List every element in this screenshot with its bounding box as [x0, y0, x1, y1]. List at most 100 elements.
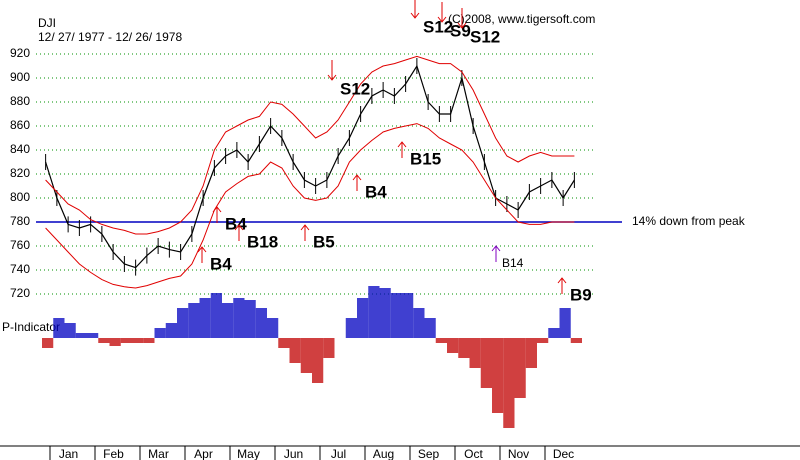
y-tick-label: 720 [10, 286, 30, 300]
indicator-bar [120, 338, 132, 343]
signal-arrow [491, 245, 501, 262]
signal-arrow [212, 206, 222, 223]
indicator-bar [447, 338, 459, 353]
indicator-bar [402, 293, 414, 338]
indicator-bar [98, 338, 110, 343]
y-tick-label: 780 [10, 214, 30, 228]
signal-arrow [327, 60, 337, 81]
indicator-bar [289, 338, 301, 363]
indicator-bar [514, 338, 526, 398]
indicator-bar [143, 338, 155, 343]
signal-arrow [234, 224, 244, 241]
x-tick-label: Aug [373, 447, 394, 460]
y-tick-label: 740 [10, 262, 30, 276]
signal-arrow [197, 246, 207, 263]
indicator-bar [255, 308, 267, 338]
indicator-bar [537, 338, 549, 343]
indicator-bar [480, 338, 492, 388]
indicator-bar [323, 338, 335, 358]
y-tick-label: 860 [10, 118, 30, 132]
indicator-bar [165, 323, 177, 338]
signal-arrow [397, 141, 407, 158]
band-line [45, 55, 575, 235]
x-tick-label: May [237, 447, 260, 460]
indicator-bar [300, 338, 312, 373]
credit: (C)2008, www.tigersoft.com [448, 12, 595, 26]
signal-arrow [300, 224, 310, 241]
x-tick-label: Apr [194, 447, 213, 460]
indicator-bar [267, 318, 279, 338]
indicator-bar [312, 338, 324, 383]
x-tick-label: Jul [331, 447, 346, 460]
y-tick-label: 760 [10, 238, 30, 252]
chart-subtitle: 12/ 27/ 1977 - 12/ 26/ 1978 [38, 30, 182, 44]
indicator-bar [132, 338, 144, 343]
indicator-bar [210, 293, 222, 338]
y-tick-label: 840 [10, 142, 30, 156]
signal-arrow [457, 8, 467, 29]
indicator-bar [548, 328, 560, 338]
signal-label: B9 [570, 285, 592, 304]
indicator-bar [379, 288, 391, 338]
indicator-bar [458, 338, 470, 358]
band-line [45, 123, 575, 289]
y-tick-label: 900 [10, 70, 30, 84]
signal-label: S12 [470, 27, 500, 46]
signal-arrow [557, 277, 567, 294]
signal-label: S9 [450, 21, 471, 40]
signal-label: S12 [423, 17, 453, 36]
indicator-bar [525, 338, 537, 368]
signal-arrow [352, 174, 362, 191]
indicator-bar [559, 308, 571, 338]
y-tick-label: 820 [10, 166, 30, 180]
indicator-bar [278, 338, 290, 348]
y-tick-label: 920 [10, 46, 30, 60]
signal-arrow [410, 0, 420, 19]
indicator-bar [390, 293, 402, 338]
signal-arrow [437, 2, 447, 23]
signal-label: B5 [313, 232, 335, 251]
y-tick-label: 880 [10, 94, 30, 108]
signal-label: B15 [410, 149, 441, 168]
reference-label: 14% down from peak [632, 214, 746, 228]
signal-label: B4 [225, 214, 247, 233]
indicator-bar [469, 338, 481, 368]
x-tick-label: Oct [464, 447, 483, 460]
indicator-bar [188, 303, 200, 338]
indicator-bar [413, 308, 425, 338]
x-tick-label: Dec [553, 447, 574, 460]
indicator-bar [199, 298, 211, 338]
price-line [45, 64, 575, 269]
x-tick-label: Jun [284, 447, 303, 460]
signal-label: B4 [365, 182, 387, 201]
indicator-bar [64, 323, 76, 338]
x-tick-label: Feb [103, 447, 124, 460]
signal-label: S12 [340, 79, 370, 98]
x-tick-label: Sep [418, 447, 440, 460]
x-tick-label: Mar [148, 447, 169, 460]
indicator-bar [53, 318, 65, 338]
indicator-bar [42, 338, 54, 348]
indicator-bar [154, 328, 166, 338]
indicator-bar [87, 333, 99, 338]
x-tick-label: Jan [59, 447, 78, 460]
indicator-bar [345, 318, 357, 338]
indicator-bar [177, 308, 189, 338]
indicator-bar [75, 333, 87, 338]
indicator-bar [503, 338, 515, 428]
signal-label: B4 [210, 254, 232, 273]
indicator-bar [435, 338, 447, 343]
indicator-label: P-Indicator [2, 320, 60, 334]
x-tick-label: Nov [508, 447, 529, 460]
signal-label: B18 [247, 232, 278, 251]
indicator-bar [109, 338, 121, 346]
y-tick-label: 800 [10, 190, 30, 204]
indicator-bar [233, 298, 245, 338]
signal-label: B14 [502, 256, 524, 270]
indicator-bar [222, 303, 234, 338]
indicator-bar [357, 298, 369, 338]
indicator-bar [424, 318, 436, 338]
indicator-bar [492, 338, 504, 413]
chart-title: DJI [38, 16, 56, 30]
